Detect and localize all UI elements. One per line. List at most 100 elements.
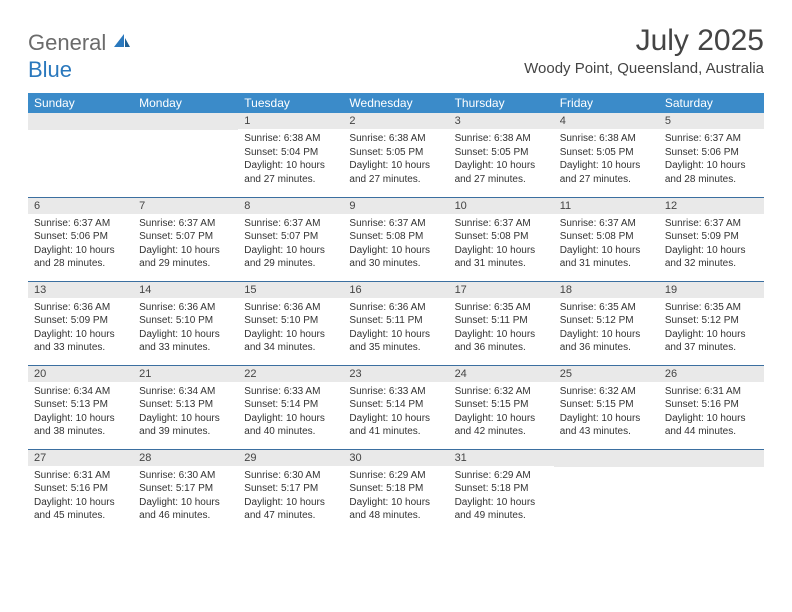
sunset-line: Sunset: 5:09 PM xyxy=(665,230,758,244)
daylight-line-2: and 45 minutes. xyxy=(34,509,127,523)
calendar-cell: 21Sunrise: 6:34 AMSunset: 5:13 PMDayligh… xyxy=(133,365,238,449)
day-number: 17 xyxy=(449,282,554,298)
sunrise-line: Sunrise: 6:34 AM xyxy=(34,385,127,399)
calendar-table: SundayMondayTuesdayWednesdayThursdayFrid… xyxy=(28,93,764,533)
day-number: 28 xyxy=(133,450,238,466)
daylight-line-1: Daylight: 10 hours xyxy=(139,496,232,510)
sunrise-line: Sunrise: 6:38 AM xyxy=(455,132,548,146)
calendar-cell: 27Sunrise: 6:31 AMSunset: 5:16 PMDayligh… xyxy=(28,449,133,533)
calendar-cell: 31Sunrise: 6:29 AMSunset: 5:18 PMDayligh… xyxy=(449,449,554,533)
daylight-line-1: Daylight: 10 hours xyxy=(349,159,442,173)
sunrise-line: Sunrise: 6:35 AM xyxy=(560,301,653,315)
day-number: 20 xyxy=(28,366,133,382)
calendar-cell xyxy=(554,449,659,533)
sunrise-line: Sunrise: 6:34 AM xyxy=(139,385,232,399)
sunset-line: Sunset: 5:09 PM xyxy=(34,314,127,328)
cell-body: Sunrise: 6:36 AMSunset: 5:10 PMDaylight:… xyxy=(133,298,238,359)
daylight-line-1: Daylight: 10 hours xyxy=(34,412,127,426)
sunset-line: Sunset: 5:11 PM xyxy=(349,314,442,328)
sunset-line: Sunset: 5:05 PM xyxy=(349,146,442,160)
calendar-body: 1Sunrise: 6:38 AMSunset: 5:04 PMDaylight… xyxy=(28,113,764,533)
daylight-line-2: and 29 minutes. xyxy=(244,257,337,271)
cell-body: Sunrise: 6:33 AMSunset: 5:14 PMDaylight:… xyxy=(238,382,343,443)
daylight-line-2: and 35 minutes. xyxy=(349,341,442,355)
daylight-line-2: and 44 minutes. xyxy=(665,425,758,439)
day-header: Tuesday xyxy=(238,93,343,113)
day-header: Thursday xyxy=(449,93,554,113)
day-number xyxy=(554,450,659,467)
cell-body: Sunrise: 6:38 AMSunset: 5:04 PMDaylight:… xyxy=(238,129,343,190)
sunset-line: Sunset: 5:10 PM xyxy=(244,314,337,328)
daylight-line-1: Daylight: 10 hours xyxy=(139,244,232,258)
daylight-line-1: Daylight: 10 hours xyxy=(665,412,758,426)
calendar-cell: 5Sunrise: 6:37 AMSunset: 5:06 PMDaylight… xyxy=(659,113,764,197)
sunrise-line: Sunrise: 6:38 AM xyxy=(244,132,337,146)
daylight-line-1: Daylight: 10 hours xyxy=(560,328,653,342)
calendar-page: General July 2025 Woody Point, Queenslan… xyxy=(0,0,792,533)
sunrise-line: Sunrise: 6:35 AM xyxy=(665,301,758,315)
sunset-line: Sunset: 5:10 PM xyxy=(139,314,232,328)
cell-body: Sunrise: 6:29 AMSunset: 5:18 PMDaylight:… xyxy=(449,466,554,527)
sunset-line: Sunset: 5:18 PM xyxy=(349,482,442,496)
cell-body: Sunrise: 6:36 AMSunset: 5:10 PMDaylight:… xyxy=(238,298,343,359)
daylight-line-2: and 40 minutes. xyxy=(244,425,337,439)
day-number: 21 xyxy=(133,366,238,382)
calendar-cell: 12Sunrise: 6:37 AMSunset: 5:09 PMDayligh… xyxy=(659,197,764,281)
daylight-line-2: and 33 minutes. xyxy=(139,341,232,355)
cell-body: Sunrise: 6:38 AMSunset: 5:05 PMDaylight:… xyxy=(449,129,554,190)
sunrise-line: Sunrise: 6:29 AM xyxy=(349,469,442,483)
sunrise-line: Sunrise: 6:37 AM xyxy=(349,217,442,231)
sunrise-line: Sunrise: 6:37 AM xyxy=(560,217,653,231)
sunset-line: Sunset: 5:15 PM xyxy=(455,398,548,412)
calendar-cell: 17Sunrise: 6:35 AMSunset: 5:11 PMDayligh… xyxy=(449,281,554,365)
sunset-line: Sunset: 5:17 PM xyxy=(244,482,337,496)
day-number: 7 xyxy=(133,198,238,214)
sunrise-line: Sunrise: 6:32 AM xyxy=(560,385,653,399)
sunrise-line: Sunrise: 6:37 AM xyxy=(665,217,758,231)
daylight-line-1: Daylight: 10 hours xyxy=(244,328,337,342)
day-number: 22 xyxy=(238,366,343,382)
title-block: July 2025 Woody Point, Queensland, Austr… xyxy=(524,24,764,77)
cell-body: Sunrise: 6:29 AMSunset: 5:18 PMDaylight:… xyxy=(343,466,448,527)
sunrise-line: Sunrise: 6:33 AM xyxy=(244,385,337,399)
daylight-line-1: Daylight: 10 hours xyxy=(244,496,337,510)
daylight-line-2: and 33 minutes. xyxy=(34,341,127,355)
sunset-line: Sunset: 5:13 PM xyxy=(139,398,232,412)
sunrise-line: Sunrise: 6:37 AM xyxy=(244,217,337,231)
day-number: 3 xyxy=(449,113,554,129)
day-number xyxy=(659,450,764,467)
calendar-cell xyxy=(659,449,764,533)
daylight-line-2: and 38 minutes. xyxy=(34,425,127,439)
sunrise-line: Sunrise: 6:37 AM xyxy=(34,217,127,231)
daylight-line-1: Daylight: 10 hours xyxy=(34,244,127,258)
calendar-cell: 4Sunrise: 6:38 AMSunset: 5:05 PMDaylight… xyxy=(554,113,659,197)
cell-body: Sunrise: 6:34 AMSunset: 5:13 PMDaylight:… xyxy=(28,382,133,443)
day-header: Monday xyxy=(133,93,238,113)
daylight-line-1: Daylight: 10 hours xyxy=(665,244,758,258)
daylight-line-2: and 46 minutes. xyxy=(139,509,232,523)
sunset-line: Sunset: 5:04 PM xyxy=(244,146,337,160)
daylight-line-1: Daylight: 10 hours xyxy=(244,244,337,258)
daylight-line-1: Daylight: 10 hours xyxy=(349,244,442,258)
day-number: 11 xyxy=(554,198,659,214)
day-number: 14 xyxy=(133,282,238,298)
cell-body: Sunrise: 6:33 AMSunset: 5:14 PMDaylight:… xyxy=(343,382,448,443)
daylight-line-2: and 49 minutes. xyxy=(455,509,548,523)
cell-body: Sunrise: 6:34 AMSunset: 5:13 PMDaylight:… xyxy=(133,382,238,443)
daylight-line-2: and 28 minutes. xyxy=(665,173,758,187)
calendar-cell: 3Sunrise: 6:38 AMSunset: 5:05 PMDaylight… xyxy=(449,113,554,197)
day-number: 2 xyxy=(343,113,448,129)
daylight-line-1: Daylight: 10 hours xyxy=(455,244,548,258)
cell-body: Sunrise: 6:37 AMSunset: 5:08 PMDaylight:… xyxy=(554,214,659,275)
calendar-cell: 7Sunrise: 6:37 AMSunset: 5:07 PMDaylight… xyxy=(133,197,238,281)
calendar-cell xyxy=(28,113,133,197)
calendar-cell: 22Sunrise: 6:33 AMSunset: 5:14 PMDayligh… xyxy=(238,365,343,449)
daylight-line-2: and 48 minutes. xyxy=(349,509,442,523)
daylight-line-2: and 28 minutes. xyxy=(34,257,127,271)
cell-body: Sunrise: 6:36 AMSunset: 5:11 PMDaylight:… xyxy=(343,298,448,359)
daylight-line-1: Daylight: 10 hours xyxy=(139,328,232,342)
daylight-line-1: Daylight: 10 hours xyxy=(455,496,548,510)
day-number: 5 xyxy=(659,113,764,129)
sunrise-line: Sunrise: 6:36 AM xyxy=(349,301,442,315)
cell-body: Sunrise: 6:35 AMSunset: 5:12 PMDaylight:… xyxy=(554,298,659,359)
